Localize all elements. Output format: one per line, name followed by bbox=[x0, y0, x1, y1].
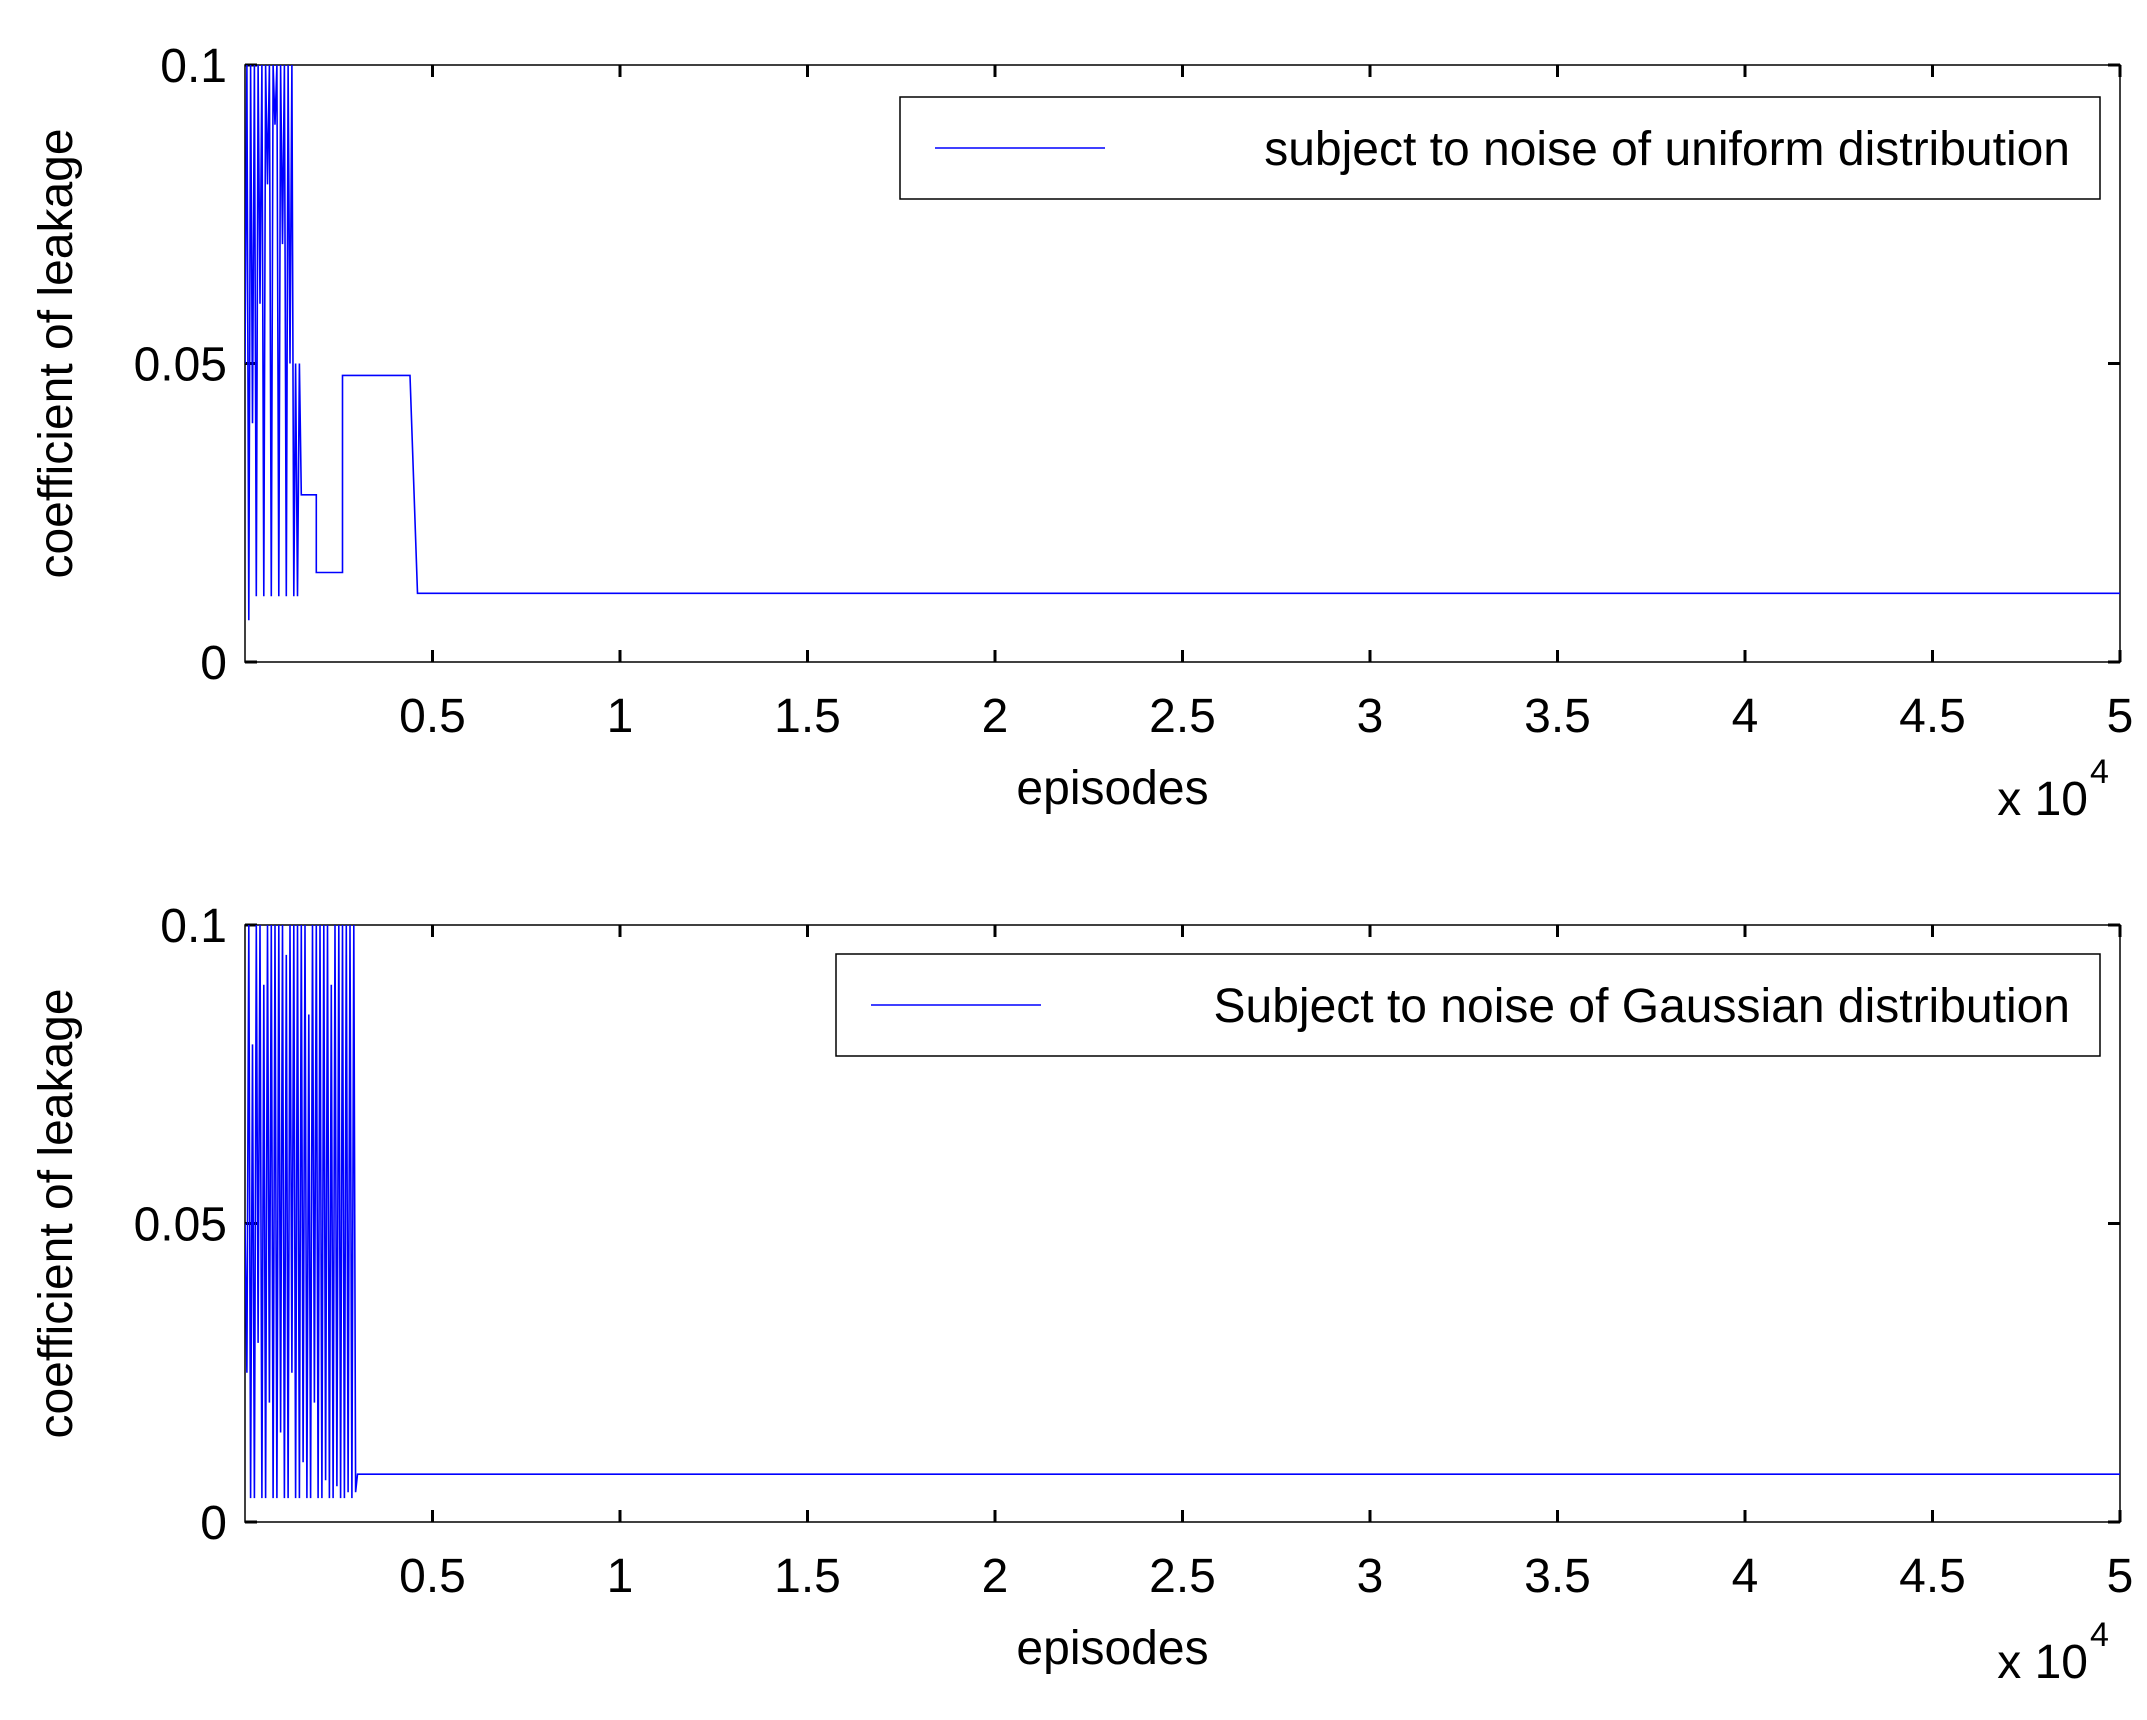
x-tick-label: 4.5 bbox=[1899, 1550, 1966, 1603]
legend: Subject to noise of Gaussian distributio… bbox=[835, 953, 2101, 1057]
x-exponent-power: 4 bbox=[2090, 1616, 2109, 1654]
x-tick-label: 2.5 bbox=[1149, 1550, 1216, 1603]
x-tick-label: 4 bbox=[1732, 690, 1759, 743]
x-axis-label: episodes bbox=[1016, 1622, 1208, 1675]
legend-label: Subject to noise of Gaussian distributio… bbox=[1214, 980, 2071, 1033]
y-tick-label: 0.1 bbox=[160, 900, 227, 953]
x-tick-label: 3 bbox=[1357, 1550, 1384, 1603]
x-tick-label: 1.5 bbox=[774, 690, 841, 743]
x-tick-label: 3.5 bbox=[1524, 690, 1591, 743]
x-tick-label: 1 bbox=[607, 690, 634, 743]
x-tick-label: 1.5 bbox=[774, 1550, 841, 1603]
x-tick-label: 2 bbox=[982, 1550, 1009, 1603]
x-tick-label: 5 bbox=[2107, 690, 2134, 743]
y-tick-label: 0.1 bbox=[160, 40, 227, 93]
panel-uniform-noise: 0.5 1 1.5 2 2.5 3 3.5 4 4.5 5 0 0.05 0.1 episodes coef… bbox=[30, 40, 2133, 826]
x-tick-label: 0.5 bbox=[399, 690, 466, 743]
x-tick-label: 4.5 bbox=[1899, 690, 1966, 743]
y-tick-label: 0 bbox=[200, 1497, 227, 1550]
x-exponent-base: x 10 bbox=[1997, 1636, 2088, 1689]
x-tick-label: 2 bbox=[982, 690, 1009, 743]
x-tick-label: 1 bbox=[607, 1550, 634, 1603]
x-tick-label: 5 bbox=[2107, 1550, 2134, 1603]
x-exponent-base: x 10 bbox=[1997, 773, 2088, 826]
x-tick-label: 3 bbox=[1357, 690, 1384, 743]
legend-box bbox=[835, 953, 2101, 1057]
y-tick-label: 0 bbox=[200, 637, 227, 690]
series-line bbox=[245, 924, 2120, 1499]
y-axis-label: coefficient of leakage bbox=[30, 988, 83, 1438]
x-tick-label: 2.5 bbox=[1149, 690, 1216, 743]
legend-label: subject to noise of uniform distribution bbox=[1264, 123, 2070, 176]
series-line bbox=[245, 64, 2120, 621]
legend: subject to noise of uniform distribution bbox=[899, 96, 2101, 200]
y-tick-label: 0.05 bbox=[134, 339, 227, 392]
panel-gaussian-noise: 0.5 1 1.5 2 2.5 3 3.5 4 4.5 5 0 0.05 0.1 episodes coef… bbox=[30, 900, 2133, 1689]
x-exponent-power: 4 bbox=[2090, 753, 2109, 791]
x-tick-label: 0.5 bbox=[399, 1550, 466, 1603]
y-tick-label: 0.05 bbox=[134, 1199, 227, 1252]
x-axis-label: episodes bbox=[1016, 762, 1208, 815]
x-tick-label: 4 bbox=[1732, 1550, 1759, 1603]
x-tick-label: 3.5 bbox=[1524, 1550, 1591, 1603]
y-axis-label: coefficient of leakage bbox=[30, 128, 83, 578]
